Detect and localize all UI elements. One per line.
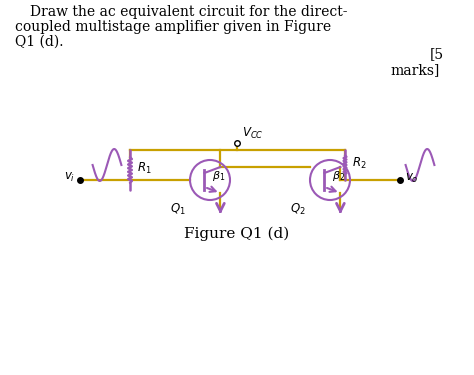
Text: Q1 (d).: Q1 (d).	[15, 35, 64, 49]
Text: $\beta_1$: $\beta_1$	[212, 169, 225, 183]
Text: $v_o$: $v_o$	[405, 171, 419, 184]
Text: coupled multistage amplifier given in Figure: coupled multistage amplifier given in Fi…	[15, 20, 331, 34]
Text: $Q_1$: $Q_1$	[170, 202, 186, 217]
Text: marks]: marks]	[390, 63, 439, 77]
Text: $Q_2$: $Q_2$	[290, 202, 306, 217]
Text: Draw the ac equivalent circuit for the direct-: Draw the ac equivalent circuit for the d…	[30, 5, 347, 19]
Text: Figure Q1 (d): Figure Q1 (d)	[184, 227, 290, 242]
Text: $R_2$: $R_2$	[352, 156, 366, 171]
Text: [5: [5	[430, 47, 444, 61]
Text: $V_{CC}$: $V_{CC}$	[242, 126, 264, 141]
Text: $v_i$: $v_i$	[64, 171, 75, 183]
Text: $R_1$: $R_1$	[137, 160, 152, 176]
Text: $\beta_2$: $\beta_2$	[332, 169, 345, 183]
